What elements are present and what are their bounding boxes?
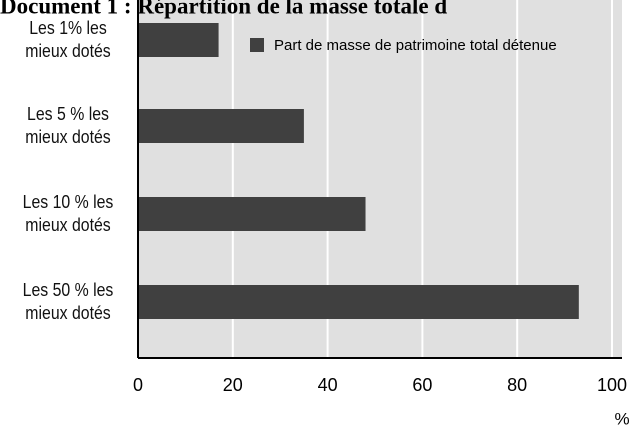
x-tick-label: 20 xyxy=(223,375,243,395)
bar xyxy=(138,109,304,143)
x-tick-label: 60 xyxy=(412,375,432,395)
y-tick-label: Les 1% les mieux dotés xyxy=(25,18,111,61)
y-tick-label: Les 5 % les mieux dotés xyxy=(25,104,111,147)
bar xyxy=(138,285,579,319)
x-axis-label: % xyxy=(614,409,629,428)
y-tick-label: Les 50 % les mieux dotés xyxy=(22,280,114,323)
bar xyxy=(138,23,219,57)
y-tick-label: Les 10 % les mieux dotés xyxy=(22,192,114,235)
x-tick-label: 0 xyxy=(133,375,143,395)
x-tick-label: 100 xyxy=(597,375,627,395)
legend-label: Part de masse de patrimoine total détenu… xyxy=(274,37,557,54)
legend-swatch xyxy=(250,38,264,52)
chart-title: Document 1 : Répartition de la masse tot… xyxy=(0,0,447,18)
x-tick-label: 80 xyxy=(507,375,527,395)
bar xyxy=(138,197,366,231)
x-tick-label: 40 xyxy=(318,375,338,395)
